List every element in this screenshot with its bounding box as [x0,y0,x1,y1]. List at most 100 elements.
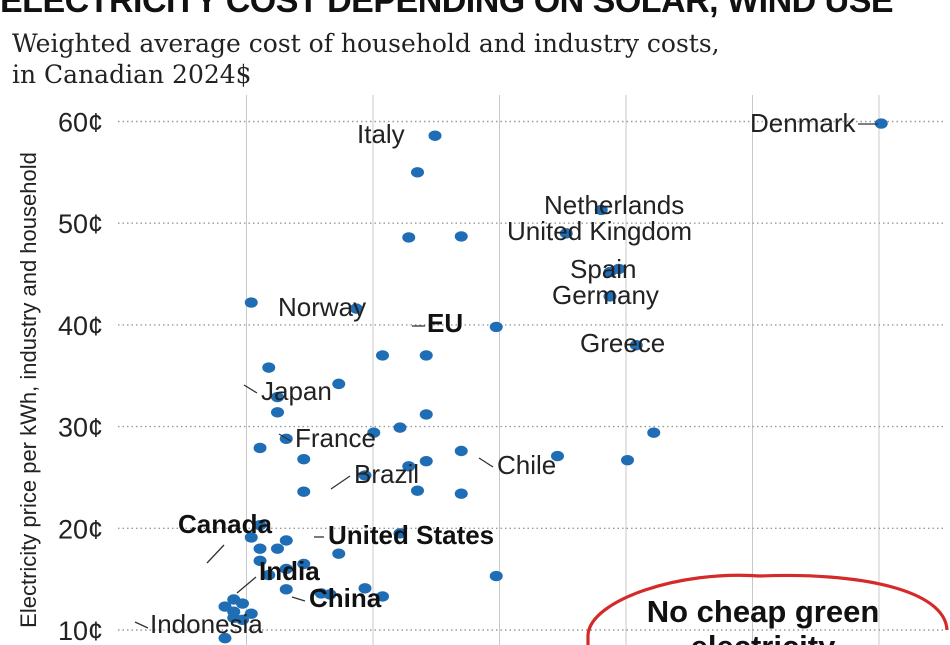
point-label: EU [427,308,463,338]
data-point [279,563,293,575]
data-point-netherlands [594,204,608,216]
data-point [262,569,276,581]
point-label: China [309,583,382,613]
data-point [253,555,267,567]
y-tick-label: 10¢ [58,616,103,645]
point-label: Japan [261,376,332,406]
data-point [253,442,267,454]
leader-line [278,433,292,442]
data-point [402,232,416,243]
data-point [489,570,503,582]
y-tick-labels: 10¢ 20¢ 30¢ 40¢ 50¢ 60¢ [58,108,103,645]
data-point-united-states [393,528,407,539]
point-label: United States [328,520,494,550]
data-point [393,422,407,433]
data-point-eu [489,321,503,333]
data-point-greece [629,340,643,351]
data-point [244,532,258,543]
annotation-ellipse [586,573,949,645]
data-point-japan [332,378,346,390]
data-point [236,598,249,609]
data-point-china [376,591,389,602]
data-point [419,455,433,467]
data-point [253,520,267,531]
data-point-denmark [874,118,888,129]
point-label: Canada [178,509,272,539]
chart-subtitle: Weighted average cost of household and i… [12,28,912,90]
annotation-callout: No cheap green electricity [586,573,949,645]
annotation-line-2: electricity [691,629,837,645]
leader-line [291,596,306,602]
data-point [218,632,232,644]
data-point [402,461,416,472]
vertical-gridlines [246,95,880,645]
data-point [297,453,311,465]
data-point-france [367,427,381,438]
point-label: Norway [278,292,366,322]
data-point [358,583,372,594]
leader-line [478,457,494,468]
data-point [297,486,311,497]
chart-title: ELECTRICITY COST DEPENDING ON SOLAR, WIN… [0,0,894,20]
data-point [419,350,433,361]
data-point-norway [349,303,363,314]
point-label: Spain [570,254,637,284]
data-point-united-kingdom [559,228,573,239]
point-label: Chile [497,450,556,480]
data-point [279,584,293,595]
data-point [647,427,661,438]
point-label: Italy [357,119,405,149]
y-tick-label: 30¢ [58,413,103,443]
subtitle-line-2: in Canadian 2024$ [12,60,252,89]
point-label: Greece [580,328,665,358]
data-point-germany [603,291,617,302]
leader-line [243,384,258,394]
data-point [244,608,258,619]
data-point [271,407,284,418]
data-point-indonesia [227,612,241,623]
horizontal-gridlines [118,120,945,631]
data-point-india [323,589,337,600]
y-axis-label: Electricity price per kWh, industry and … [16,152,41,628]
point-label: France [295,423,376,453]
y-tick-label: 60¢ [58,108,103,138]
point-label: Brazil [354,459,419,489]
data-point-brazil [411,485,424,496]
data-point-spain [612,263,626,275]
data-point [271,543,284,554]
data-point-canada [297,558,311,570]
subtitle-line-1: Weighted average cost of household and i… [12,29,720,58]
leader-line [330,475,351,490]
data-point [454,445,468,457]
data-point [454,231,468,242]
leader-line [206,544,225,564]
data-point [419,409,433,420]
data-point [621,454,634,466]
data-point-chile [551,450,564,462]
leader-line [134,621,149,629]
data-point [332,548,346,559]
y-tick-label: 50¢ [58,209,103,239]
data-point-italy [428,130,442,141]
point-label: United Kingdom [507,216,692,246]
data-point [358,470,372,481]
data-point [253,543,267,554]
point-label: India [259,556,320,586]
point-label: Netherlands [544,190,684,220]
data-point [376,350,389,361]
data-point [411,167,424,178]
y-tick-label: 40¢ [58,311,103,341]
data-point [271,391,284,403]
data-point [262,362,276,373]
point-label: Germany [552,280,659,310]
y-tick-label: 20¢ [58,514,103,544]
point-label: Denmark [750,108,856,138]
leader-line [236,576,257,594]
point-label: Indonesia [150,609,263,639]
data-point [454,488,468,499]
annotation-line-1: No cheap green [647,594,880,629]
data-point [244,297,258,308]
data-point [279,535,293,546]
